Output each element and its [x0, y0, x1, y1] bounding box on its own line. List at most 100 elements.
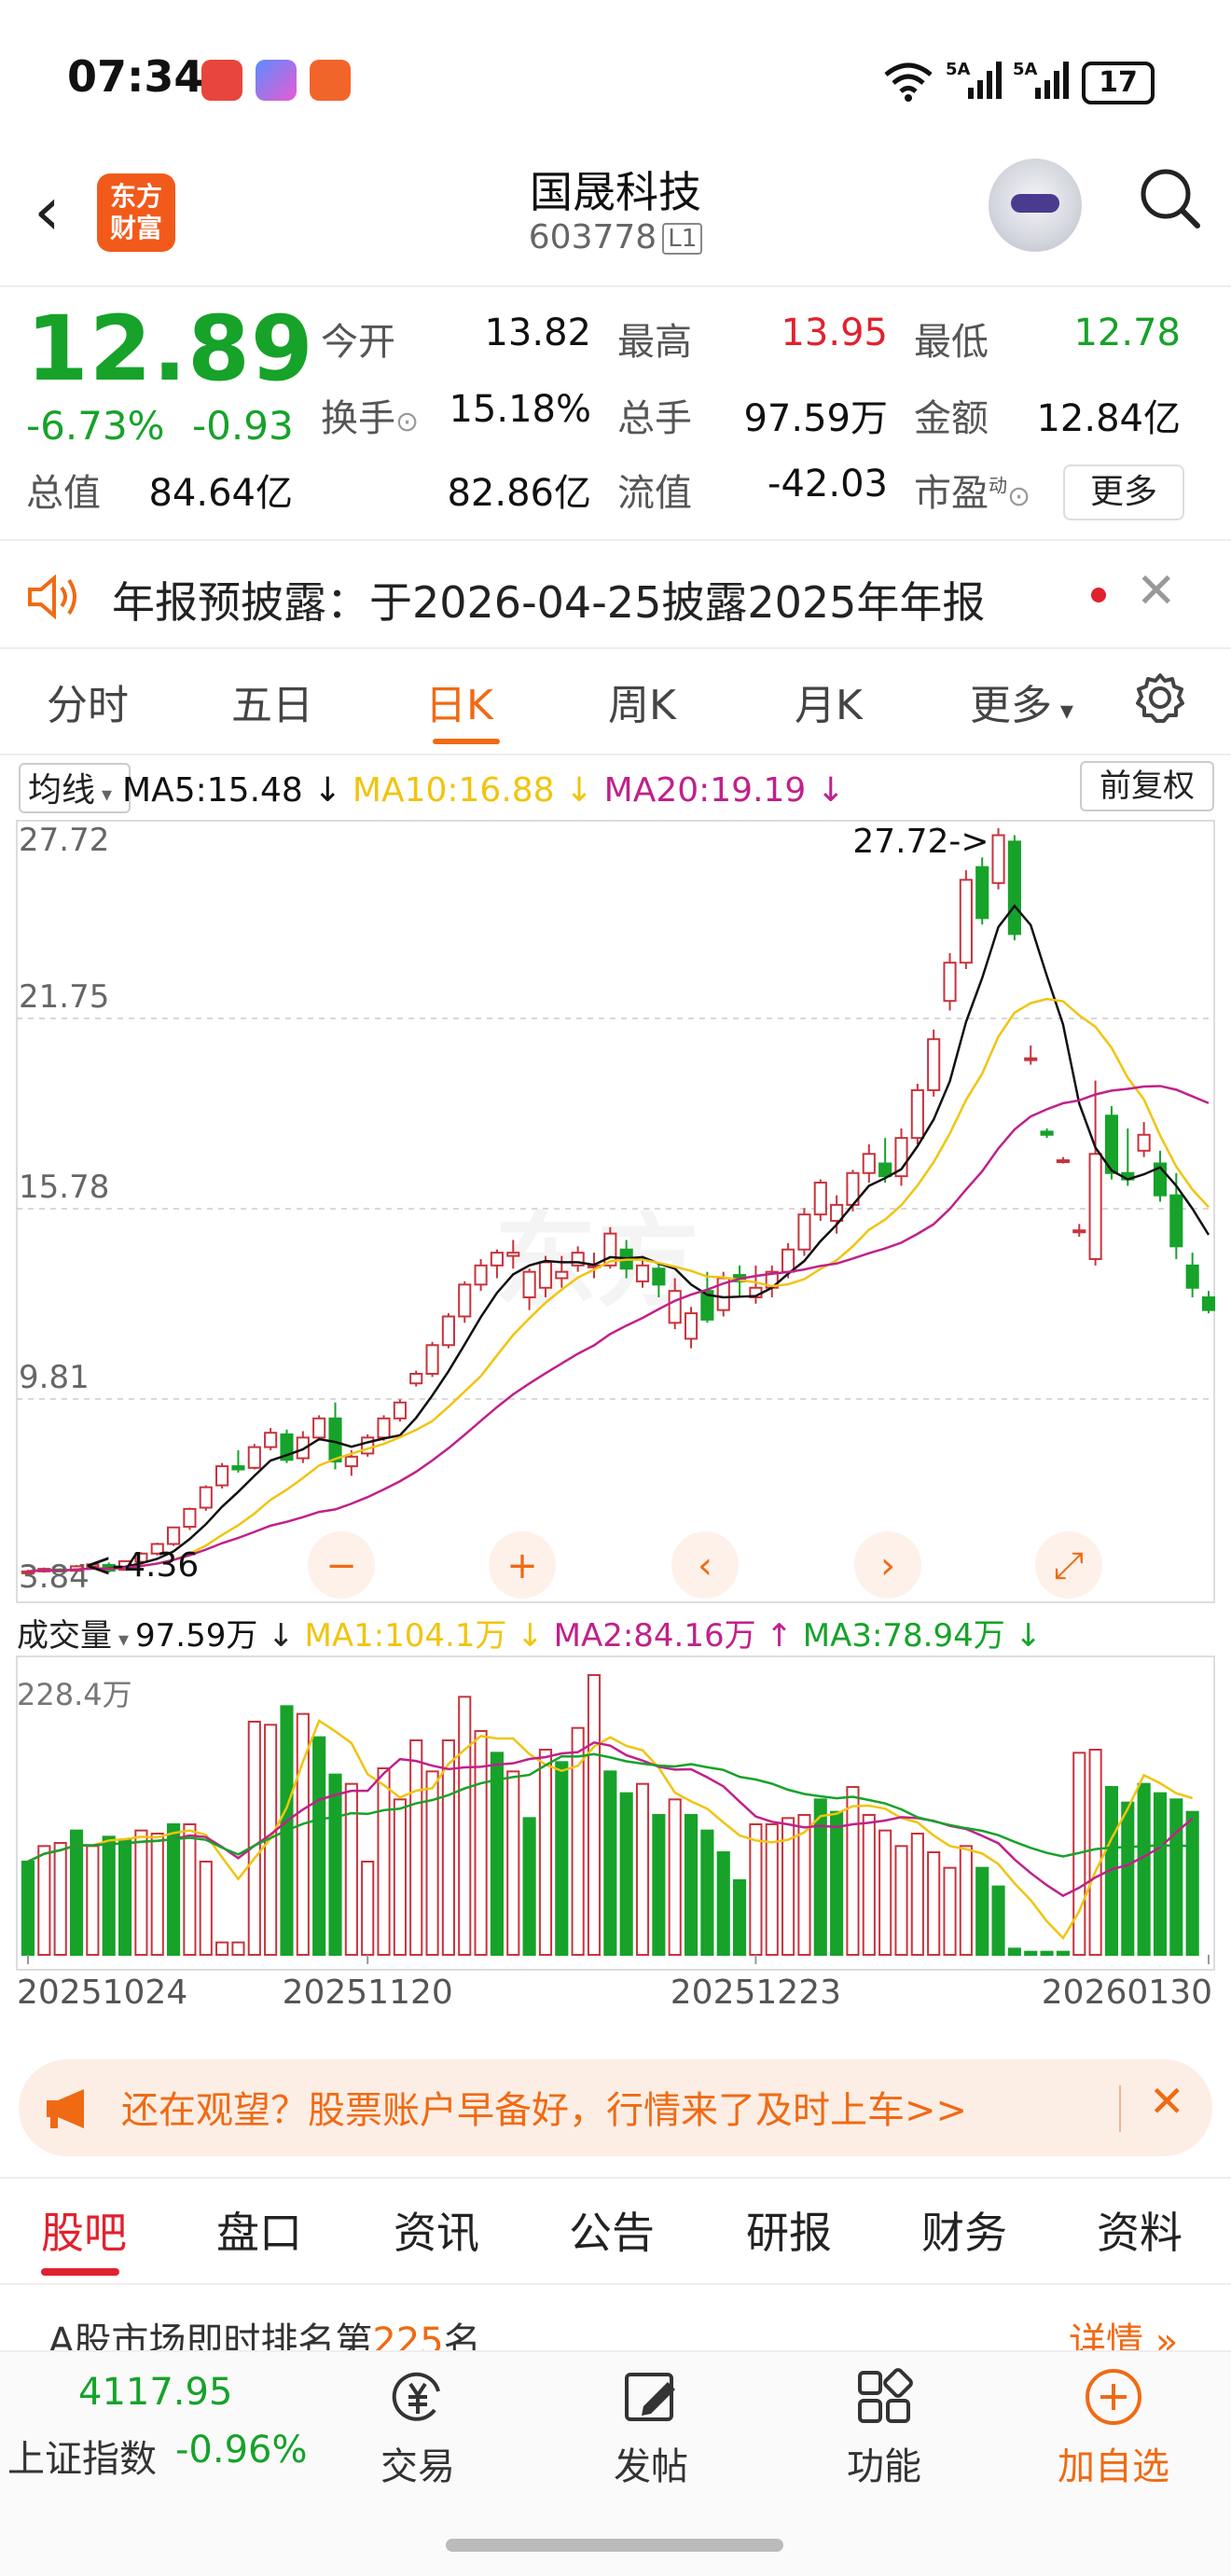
volume-bar [975, 1866, 989, 1956]
price-tick: 27.72 [19, 822, 109, 859]
quote-label: 总值 [26, 472, 101, 515]
trade-label[interactable]: 交易 [380, 2445, 455, 2488]
volume-bar [1121, 1801, 1135, 1956]
volume-bar [328, 1773, 342, 1956]
zoom-in-icon-bg[interactable] [489, 1531, 556, 1599]
tab-intraday[interactable]: 分时 [47, 682, 129, 729]
trade-icon[interactable] [388, 2367, 448, 2427]
pan-right-icon[interactable]: › [880, 1544, 895, 1587]
speaker-icon [28, 574, 76, 620]
add-watchlist-icon[interactable] [1084, 2367, 1143, 2427]
function-icon[interactable] [854, 2367, 914, 2427]
candle-body [231, 1465, 245, 1471]
add-watchlist-label[interactable]: 加自选 [1058, 2445, 1169, 2488]
brand-logo[interactable]: 东方 财富 [97, 173, 175, 252]
price-tick: 15.78 [19, 1169, 109, 1206]
zoom-out-icon[interactable]: − [325, 1544, 357, 1587]
volume-bar [603, 1770, 617, 1957]
vol-label: 成交量 [17, 1617, 112, 1655]
pan-right-icon-bg[interactable] [854, 1531, 921, 1599]
ma5-value: MA5:15.48 [122, 771, 303, 810]
fullscreen-icon-bg[interactable] [1035, 1531, 1102, 1599]
adjust-button[interactable]: 前复权 [1080, 761, 1214, 811]
quote-value: 84.64亿 [148, 472, 293, 515]
candle-body [1201, 1295, 1216, 1311]
battery-icon: 17 [1082, 62, 1155, 104]
close-icon[interactable]: ✕ [1149, 2076, 1185, 2126]
tab-finance[interactable]: 财务 [921, 2208, 1007, 2258]
volume-bar [21, 1861, 35, 1956]
candle-body [927, 1038, 941, 1091]
quote-value: 97.59万 [743, 397, 888, 440]
chevron-down-icon: ▾ [1052, 695, 1073, 726]
index-value[interactable]: 4117.95 [78, 2371, 233, 2414]
date-tick: 20251024 [17, 1974, 187, 2012]
tab-profile[interactable]: 资料 [1097, 2208, 1183, 2258]
index-change[interactable]: -0.96% [175, 2429, 308, 2472]
quote-value: 15.18% [449, 388, 591, 431]
stock-code: 603778 [528, 218, 657, 256]
volume-bar [732, 1879, 747, 1956]
ma10-value: MA10:16.88 [352, 771, 555, 810]
search-icon[interactable] [1136, 164, 1203, 231]
notice-text[interactable]: 年报预披露：于2026-04-25披露2025年年报 [112, 577, 986, 628]
assistant-avatar[interactable] [989, 159, 1082, 252]
stock-code-row: 603778 L1 [429, 218, 802, 256]
volume-bar [393, 1798, 407, 1957]
tab-news[interactable]: 资讯 [394, 2208, 479, 2258]
tab-week-k[interactable]: 周K [608, 682, 676, 729]
candle-body [506, 1252, 520, 1257]
back-button[interactable]: ‹ [34, 172, 61, 250]
fullscreen-icon[interactable]: ⤢ [1054, 1544, 1084, 1587]
candle-body [797, 1213, 811, 1251]
ma-selector[interactable] [19, 763, 131, 813]
clock: 07:34 [67, 51, 204, 102]
volume-bar [506, 1770, 520, 1957]
candle-body [668, 1290, 682, 1324]
candle-body [943, 962, 957, 1003]
info-icon[interactable]: ⊙ [1007, 480, 1031, 513]
close-icon[interactable]: ✕ [1136, 563, 1177, 619]
volume-panel-frame [16, 1655, 1215, 1971]
candle-body [167, 1526, 181, 1545]
candle-body [1056, 1159, 1070, 1164]
volume-bar [247, 1721, 261, 1956]
notification-icon [201, 60, 242, 101]
chevron-down-icon: ▾ [112, 1628, 136, 1652]
gear-icon[interactable] [1134, 672, 1186, 724]
index-name[interactable]: 上证指数 [7, 2438, 157, 2481]
volume-bar [1153, 1792, 1168, 1956]
volume-bar [522, 1817, 536, 1957]
tab-day-k[interactable]: 日K [425, 682, 493, 729]
zoom-in-icon[interactable]: + [506, 1544, 538, 1587]
volume-bar [765, 1823, 779, 1956]
pan-left-icon[interactable]: ‹ [698, 1544, 712, 1587]
volume-bar [943, 1866, 957, 1956]
tab-pankou[interactable]: 盘口 [216, 2208, 302, 2258]
volume-bar [991, 1885, 1005, 1956]
tab-month-k[interactable]: 月K [795, 682, 863, 729]
post-icon[interactable] [621, 2367, 681, 2427]
candle-body [538, 1261, 553, 1289]
tab-five-day[interactable]: 五日 [231, 682, 313, 729]
date-tick: 20251223 [671, 1974, 841, 2012]
volume-bar [86, 1845, 100, 1957]
zoom-out-icon-bg[interactable] [308, 1531, 375, 1599]
home-indicator[interactable] [446, 2539, 783, 2552]
function-label[interactable]: 功能 [847, 2445, 921, 2488]
divider [1119, 2085, 1121, 2132]
more-button[interactable]: 更多 [1063, 464, 1184, 520]
tab-more[interactable]: 更多 ▾ [970, 672, 1073, 731]
tab-research[interactable]: 研报 [746, 2208, 832, 2258]
post-label[interactable]: 发帖 [614, 2445, 688, 2488]
pan-left-icon-bg[interactable] [671, 1531, 739, 1599]
net-type-2: 5A [1013, 60, 1038, 79]
low-annotation: <-4.36 [84, 1546, 199, 1585]
info-icon[interactable]: ⊙ [395, 406, 420, 438]
candle-body [910, 1088, 924, 1140]
promo-text[interactable]: 还在观望？股票账户早备好，行情来了及时上车>> [121, 2089, 968, 2132]
promo-banner[interactable] [19, 2059, 1212, 2156]
tab-announcement[interactable]: 公告 [569, 2208, 655, 2258]
tab-guba[interactable]: 股吧 [41, 2208, 127, 2258]
